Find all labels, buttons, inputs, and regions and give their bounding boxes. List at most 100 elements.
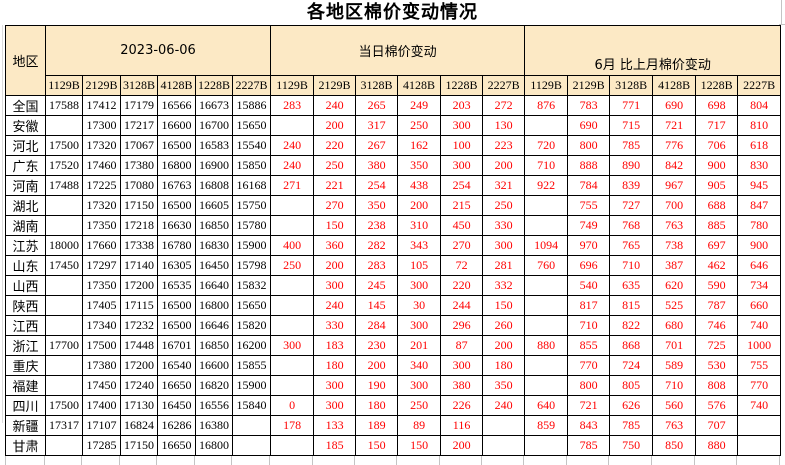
monthly-change-cell[interactable]: 690 [567, 115, 611, 136]
daily-change-cell[interactable]: 145 [355, 295, 399, 316]
price-cell[interactable]: 17380 [120, 155, 158, 176]
price-cell[interactable]: 17500 [45, 395, 83, 416]
daily-change-cell[interactable]: 150 [397, 435, 442, 456]
price-cell[interactable]: 17400 [82, 395, 121, 416]
price-cell[interactable]: 17140 [120, 255, 158, 276]
monthly-change-cell[interactable]: 721 [652, 115, 697, 136]
daily-change-cell[interactable]: 300 [313, 375, 357, 396]
price-cell[interactable]: 17488 [45, 175, 83, 196]
daily-change-cell[interactable]: 265 [355, 95, 399, 116]
monthly-change-cell[interactable]: 620 [652, 275, 697, 296]
price-cell[interactable]: 16583 [195, 135, 233, 156]
monthly-change-cell[interactable]: 770 [737, 375, 782, 396]
monthly-change-cell[interactable]: 776 [652, 135, 697, 156]
price-cell[interactable]: 15855 [231, 355, 272, 376]
price-cell[interactable]: 17150 [120, 435, 158, 456]
column-header[interactable]: 1129B [45, 75, 83, 96]
daily-change-cell[interactable]: 240 [270, 155, 315, 176]
price-cell[interactable]: 17285 [82, 435, 121, 456]
daily-change-cell[interactable]: 300 [440, 115, 484, 136]
monthly-change-cell[interactable] [737, 415, 782, 436]
monthly-change-cell[interactable]: 696 [567, 255, 611, 276]
monthly-change-cell[interactable]: 710 [609, 255, 654, 276]
price-cell[interactable]: 17232 [120, 315, 158, 336]
price-cell[interactable]: 16605 [195, 195, 233, 216]
daily-change-cell[interactable]: 249 [397, 95, 442, 116]
daily-change-cell[interactable]: 150 [313, 215, 357, 236]
price-cell[interactable]: 15900 [231, 235, 272, 256]
daily-change-cell[interactable]: 438 [397, 175, 442, 196]
daily-change-cell[interactable]: 283 [270, 95, 315, 116]
daily-change-cell[interactable]: 300 [440, 155, 484, 176]
monthly-change-cell[interactable]: 770 [567, 355, 611, 376]
monthly-change-cell[interactable]: 768 [609, 215, 654, 236]
monthly-change-cell[interactable]: 707 [695, 415, 739, 436]
daily-change-cell[interactable]: 254 [355, 175, 399, 196]
column-header[interactable]: 2227B [231, 75, 272, 96]
price-cell[interactable] [45, 115, 83, 136]
daily-change-cell[interactable]: 105 [397, 255, 442, 276]
region-cell[interactable]: 广东 [5, 155, 46, 176]
daily-change-cell[interactable]: 282 [355, 235, 399, 256]
price-cell[interactable]: 15886 [231, 95, 272, 116]
price-cell[interactable]: 17218 [120, 215, 158, 236]
monthly-change-cell[interactable]: 876 [524, 95, 569, 116]
daily-change-cell[interactable]: 250 [270, 255, 315, 276]
daily-change-cell[interactable]: 215 [440, 195, 484, 216]
price-cell[interactable]: 17297 [82, 255, 121, 276]
daily-change-cell[interactable]: 250 [313, 155, 357, 176]
monthly-change-cell[interactable]: 738 [652, 235, 697, 256]
column-header[interactable]: 2129B [313, 75, 357, 96]
daily-change-cell[interactable]: 300 [313, 395, 357, 416]
monthly-change-cell[interactable]: 640 [524, 395, 569, 416]
monthly-change-cell[interactable]: 721 [567, 395, 611, 416]
price-cell[interactable]: 15750 [231, 195, 272, 216]
daily-change-cell[interactable]: 220 [313, 135, 357, 156]
monthly-change-cell[interactable]: 830 [737, 155, 782, 176]
monthly-change-cell[interactable]: 787 [695, 295, 739, 316]
daily-change-cell[interactable] [270, 355, 315, 376]
price-cell[interactable]: 17107 [82, 415, 121, 436]
region-cell[interactable]: 山西 [5, 275, 46, 296]
daily-change-cell[interactable]: 350 [397, 155, 442, 176]
price-cell[interactable]: 16850 [195, 215, 233, 236]
price-cell[interactable]: 16673 [195, 95, 233, 116]
price-cell[interactable]: 17350 [82, 215, 121, 236]
daily-change-cell[interactable]: 201 [397, 335, 442, 356]
region-column-header[interactable]: 地区 [5, 25, 46, 96]
price-cell[interactable]: 17130 [120, 395, 158, 416]
monthly-change-cell[interactable]: 710 [524, 155, 569, 176]
monthly-change-cell[interactable]: 1094 [524, 235, 569, 256]
group-header-date[interactable]: 2023-06-06 [44, 25, 272, 76]
daily-change-cell[interactable]: 183 [313, 335, 357, 356]
price-cell[interactable]: 16820 [195, 375, 233, 396]
daily-change-cell[interactable] [270, 115, 315, 136]
price-cell[interactable]: 17179 [120, 95, 158, 116]
monthly-change-cell[interactable] [524, 295, 569, 316]
column-header[interactable]: 3128B [355, 75, 399, 96]
monthly-change-cell[interactable]: 618 [737, 135, 782, 156]
region-cell[interactable]: 全国 [5, 95, 46, 116]
daily-change-cell[interactable]: 380 [355, 155, 399, 176]
daily-change-cell[interactable]: 180 [355, 395, 399, 416]
monthly-change-cell[interactable]: 646 [737, 255, 782, 276]
daily-change-cell[interactable]: 89 [397, 415, 442, 436]
daily-change-cell[interactable]: 300 [313, 275, 357, 296]
region-cell[interactable]: 安徽 [5, 115, 46, 136]
daily-change-cell[interactable]: 180 [313, 355, 357, 376]
daily-change-cell[interactable]: 0 [270, 395, 315, 416]
price-cell[interactable]: 16500 [157, 135, 196, 156]
daily-change-cell[interactable]: 240 [313, 95, 357, 116]
monthly-change-cell[interactable]: 589 [652, 355, 697, 376]
monthly-change-cell[interactable]: 785 [609, 415, 654, 436]
daily-change-cell[interactable]: 116 [440, 415, 484, 436]
price-cell[interactable]: 17300 [82, 115, 121, 136]
price-cell[interactable]: 17080 [120, 175, 158, 196]
daily-change-cell[interactable] [482, 415, 526, 436]
price-cell[interactable]: 15820 [231, 315, 272, 336]
monthly-change-cell[interactable]: 785 [609, 135, 654, 156]
monthly-change-cell[interactable]: 808 [695, 375, 739, 396]
price-cell[interactable] [45, 355, 83, 376]
region-cell[interactable]: 河北 [5, 135, 46, 156]
monthly-change-cell[interactable]: 755 [567, 195, 611, 216]
